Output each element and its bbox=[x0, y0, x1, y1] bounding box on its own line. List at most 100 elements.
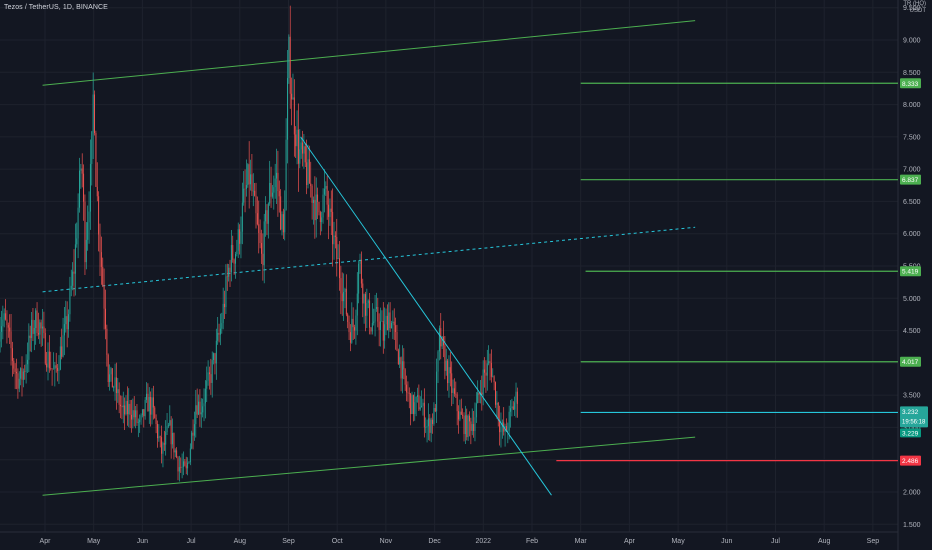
candle-body bbox=[215, 340, 217, 364]
candle-body bbox=[183, 461, 184, 467]
candle-body bbox=[214, 353, 216, 364]
candle-body bbox=[403, 361, 405, 370]
candle-body bbox=[169, 420, 171, 426]
candle-body bbox=[48, 351, 50, 369]
candle-body bbox=[285, 139, 287, 211]
candle-body bbox=[274, 178, 276, 188]
candle-body bbox=[303, 146, 305, 154]
candle-body bbox=[284, 210, 286, 233]
candle-body bbox=[392, 321, 394, 323]
candle-body bbox=[389, 312, 391, 329]
resistance-level-badge bbox=[900, 356, 921, 367]
candle-body bbox=[315, 194, 317, 221]
candle-body bbox=[118, 389, 120, 405]
x-tick-label: May bbox=[87, 538, 101, 545]
candle-body bbox=[297, 129, 299, 164]
candle-body bbox=[25, 364, 27, 372]
candle-body bbox=[99, 234, 101, 253]
candle-body bbox=[213, 353, 215, 361]
candle-body bbox=[347, 314, 349, 322]
candle-body bbox=[358, 263, 360, 294]
candle-body bbox=[289, 36, 291, 94]
candle-body bbox=[427, 418, 429, 427]
candle-body bbox=[417, 395, 418, 397]
channel-lower-line[interactable] bbox=[42, 436, 696, 496]
candle-body bbox=[148, 396, 150, 412]
resistance-level-label: 6.837 bbox=[902, 177, 919, 184]
candle-body bbox=[204, 388, 206, 404]
candle-body bbox=[165, 432, 167, 445]
candle-body bbox=[35, 310, 37, 329]
candle-body bbox=[162, 443, 164, 454]
candle-body bbox=[287, 78, 288, 140]
candle-body bbox=[326, 186, 328, 205]
candle-body bbox=[91, 131, 93, 164]
candle-body bbox=[475, 403, 477, 418]
candle-body bbox=[78, 170, 80, 208]
candle-body bbox=[187, 462, 189, 469]
candle-body bbox=[222, 303, 224, 324]
candle-body bbox=[195, 405, 197, 425]
candle-body bbox=[485, 372, 487, 376]
candle-body bbox=[109, 374, 111, 382]
candle-body bbox=[131, 414, 132, 420]
candle-body bbox=[432, 419, 434, 424]
candle-body bbox=[329, 208, 331, 217]
channel-upper-line[interactable] bbox=[42, 20, 696, 86]
candle-body bbox=[95, 133, 97, 187]
candle-body bbox=[141, 409, 143, 416]
candle-body bbox=[306, 162, 308, 185]
candle-body bbox=[296, 129, 298, 147]
axis-unit-label[interactable]: TR (HQ) USDT bbox=[896, 1, 926, 15]
candle-body bbox=[207, 372, 209, 381]
symbol-header[interactable]: Tezos / TetherUS, 1D, BINANCE bbox=[4, 4, 108, 11]
candle-body bbox=[508, 411, 510, 431]
candle-body bbox=[180, 467, 182, 468]
candle-body bbox=[293, 97, 295, 135]
candle-body bbox=[103, 285, 105, 309]
y-tick-label: 3.500 bbox=[903, 393, 921, 400]
x-tick-label: Oct bbox=[332, 538, 343, 545]
x-tick-label: Aug bbox=[234, 538, 247, 545]
candle-body bbox=[510, 408, 512, 412]
candle-body bbox=[360, 260, 362, 284]
candle-body bbox=[380, 321, 382, 330]
channel-mid-line[interactable] bbox=[42, 226, 696, 293]
candle-body bbox=[7, 325, 9, 328]
candle-body bbox=[276, 172, 278, 179]
candle-body bbox=[321, 217, 323, 223]
x-tick-label: Sep bbox=[282, 538, 295, 545]
last-price-badge bbox=[900, 406, 928, 428]
candle-body bbox=[288, 36, 290, 79]
candle-body bbox=[115, 377, 117, 394]
candle-body bbox=[339, 258, 340, 279]
candle-body bbox=[226, 276, 228, 278]
candle-body bbox=[438, 328, 440, 352]
candle-body bbox=[366, 303, 368, 316]
candle-body bbox=[206, 380, 208, 389]
candle-body bbox=[114, 377, 116, 388]
candle-body bbox=[384, 324, 386, 341]
candle-body bbox=[202, 406, 204, 413]
candle-body bbox=[515, 391, 517, 403]
candle-body bbox=[0, 331, 1, 342]
candle-body bbox=[349, 332, 351, 343]
descending-trendline[interactable] bbox=[300, 136, 552, 496]
x-tick-label: Mar bbox=[575, 538, 588, 545]
support-level-badge bbox=[900, 455, 921, 466]
candle-body bbox=[455, 393, 457, 395]
candle-body bbox=[24, 371, 26, 373]
candle-body bbox=[259, 232, 261, 244]
candle-body bbox=[396, 332, 398, 351]
candle-body bbox=[85, 239, 87, 263]
candle-body bbox=[31, 319, 33, 338]
candle-body bbox=[230, 245, 232, 273]
candle-body bbox=[492, 376, 494, 378]
candle-body bbox=[314, 199, 316, 221]
candle-body bbox=[96, 186, 98, 197]
candle-body bbox=[110, 368, 112, 375]
candle-body bbox=[248, 164, 250, 185]
candle-body bbox=[58, 369, 60, 371]
